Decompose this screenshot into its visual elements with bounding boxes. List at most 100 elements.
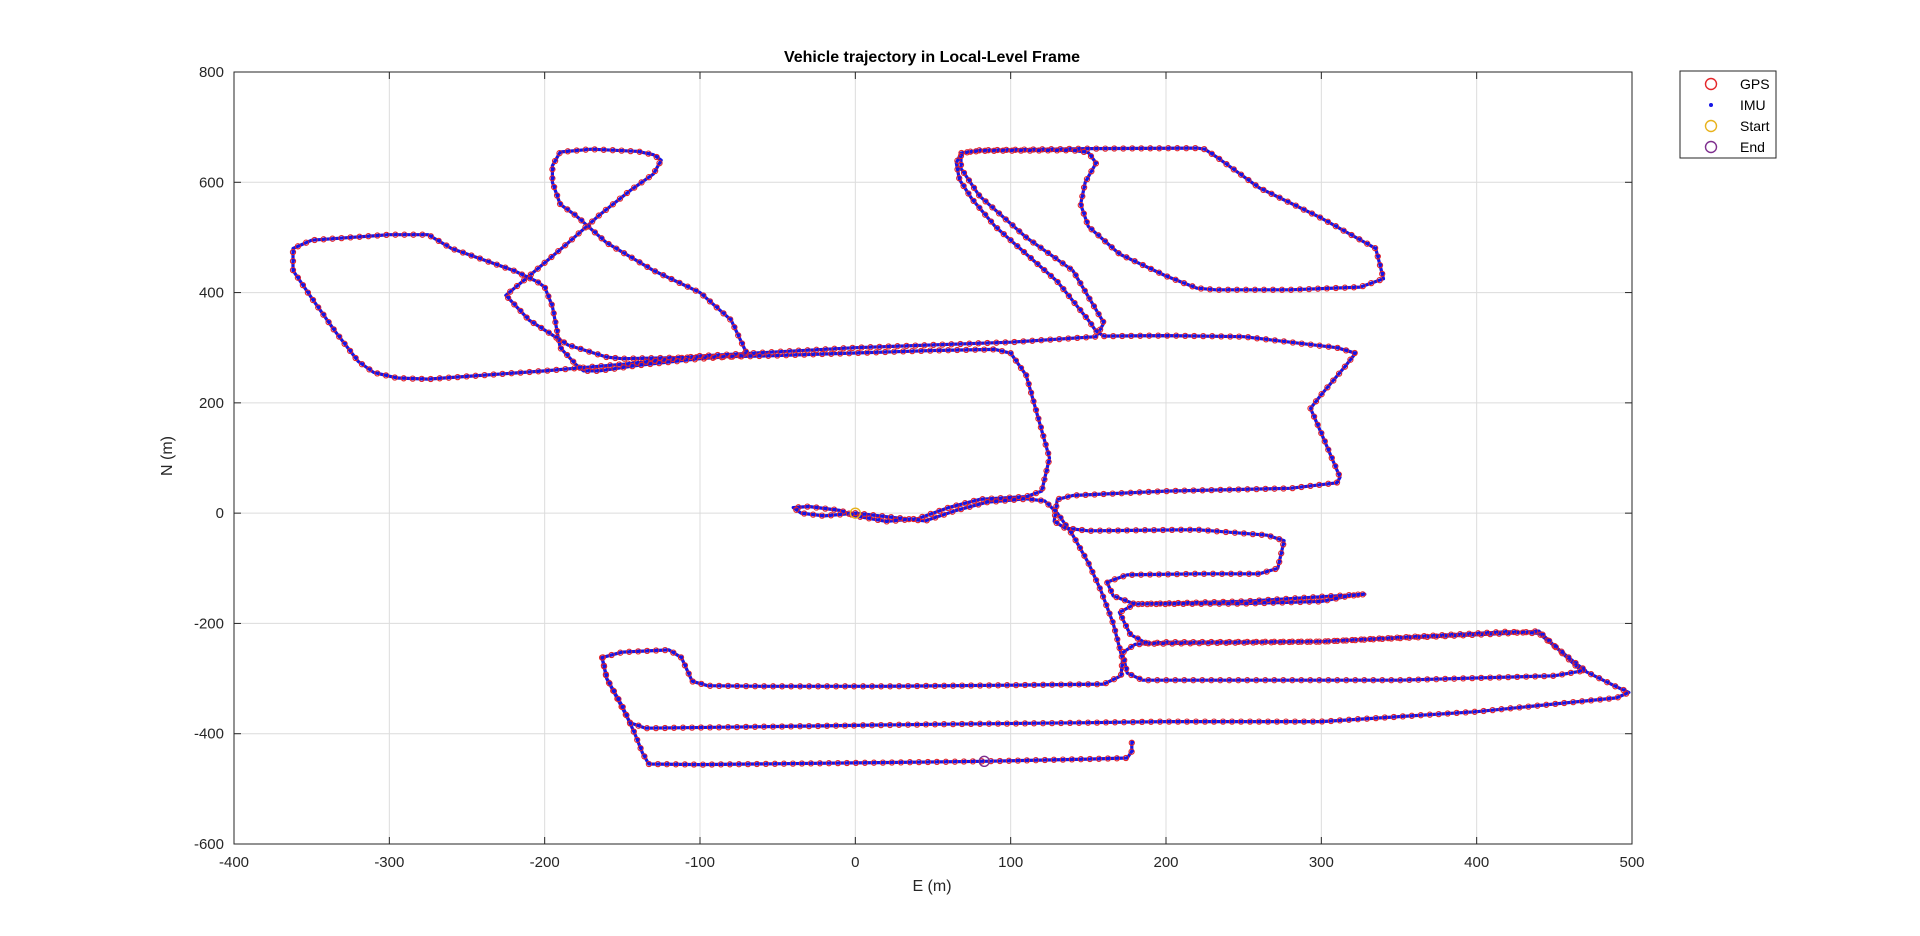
imu-point bbox=[762, 350, 765, 354]
gps-point bbox=[1009, 222, 1016, 229]
imu-point bbox=[711, 762, 715, 766]
gps-point bbox=[1325, 446, 1332, 453]
imu-point bbox=[821, 352, 825, 355]
gps-point bbox=[1085, 560, 1092, 567]
imu-point bbox=[1420, 713, 1424, 716]
imu-point bbox=[641, 180, 644, 184]
imu-point bbox=[1009, 495, 1012, 499]
imu-point bbox=[1525, 674, 1529, 678]
gps-point bbox=[1394, 634, 1401, 641]
gps-point bbox=[1205, 639, 1212, 647]
gps-point bbox=[882, 348, 889, 356]
imu-point bbox=[1474, 709, 1477, 713]
gps-point bbox=[289, 266, 297, 274]
imu-point bbox=[1018, 495, 1021, 498]
gps-point bbox=[868, 683, 876, 690]
imu-point bbox=[834, 346, 837, 350]
imu-point bbox=[1185, 572, 1189, 575]
imu-point bbox=[1289, 640, 1292, 643]
gps-point bbox=[932, 514, 939, 521]
imu-point bbox=[701, 682, 704, 685]
gps-point bbox=[765, 352, 772, 359]
gps-point bbox=[1155, 332, 1162, 339]
imu-point bbox=[871, 723, 875, 726]
imu-point bbox=[631, 255, 635, 259]
gps-point bbox=[1218, 333, 1225, 340]
gps-point bbox=[972, 148, 980, 155]
gps-point bbox=[1620, 686, 1627, 694]
gps-point bbox=[850, 722, 858, 729]
imu-point bbox=[1333, 378, 1336, 382]
gps-point bbox=[1519, 629, 1527, 636]
imu-point bbox=[1149, 572, 1153, 576]
gps-point bbox=[1040, 432, 1047, 440]
imu-point bbox=[1298, 640, 1301, 643]
gps-point bbox=[1284, 198, 1291, 205]
gps-point bbox=[1111, 576, 1118, 583]
gps-point bbox=[517, 369, 524, 376]
imu-point bbox=[1267, 719, 1271, 723]
imu-point bbox=[1321, 594, 1325, 598]
gps-point bbox=[954, 346, 961, 354]
gps-point bbox=[485, 258, 492, 265]
imu-point bbox=[1310, 484, 1313, 487]
imu-point bbox=[1279, 195, 1282, 199]
imu-point bbox=[385, 373, 389, 377]
imu-point bbox=[1265, 678, 1268, 681]
gps-point bbox=[1469, 674, 1476, 682]
gps-point bbox=[1137, 571, 1145, 578]
gps-point bbox=[1605, 695, 1613, 702]
gps-point bbox=[1062, 147, 1070, 154]
imu-point bbox=[1220, 334, 1224, 338]
imu-point bbox=[1360, 637, 1364, 641]
imu-point bbox=[556, 368, 559, 371]
gps-point bbox=[1451, 675, 1458, 682]
imu-point bbox=[1078, 682, 1082, 686]
imu-point bbox=[864, 760, 868, 764]
gps-point bbox=[813, 346, 820, 353]
imu-point bbox=[1068, 294, 1072, 297]
gps-point bbox=[1081, 287, 1088, 294]
imu-point bbox=[803, 352, 807, 356]
imu-point bbox=[307, 290, 311, 294]
gps-point bbox=[1050, 756, 1058, 763]
gps-point bbox=[1074, 334, 1081, 342]
gps-point bbox=[1032, 757, 1040, 764]
gps-point bbox=[1312, 398, 1320, 405]
imu-point bbox=[1366, 716, 1370, 720]
imu-point bbox=[656, 155, 659, 158]
y-tick-label: 0 bbox=[216, 505, 224, 522]
gps-point bbox=[1214, 639, 1221, 647]
gps-point bbox=[538, 324, 545, 332]
imu-point bbox=[526, 315, 529, 319]
gps-point bbox=[1030, 681, 1038, 689]
imu-point bbox=[1085, 493, 1088, 496]
imu-point bbox=[1256, 678, 1259, 681]
gps-point bbox=[1309, 718, 1317, 725]
imu-point bbox=[1258, 598, 1262, 602]
gps-point bbox=[747, 353, 754, 360]
gps-point bbox=[1147, 718, 1155, 725]
imu-point bbox=[1033, 721, 1037, 724]
gps-point bbox=[1223, 639, 1230, 646]
imu-point bbox=[648, 762, 652, 765]
gps-point bbox=[1313, 638, 1320, 645]
imu-point bbox=[1248, 178, 1251, 181]
imu-point bbox=[594, 230, 598, 234]
gps-point bbox=[1361, 677, 1368, 684]
gps-point bbox=[1259, 639, 1266, 646]
gps-point bbox=[975, 340, 982, 347]
gps-point bbox=[1501, 628, 1509, 635]
imu-point bbox=[1211, 151, 1215, 155]
imu-point bbox=[884, 350, 888, 353]
gps-point bbox=[825, 760, 833, 767]
imu-point bbox=[1216, 529, 1220, 532]
imu-point bbox=[973, 199, 976, 202]
gps-point bbox=[1397, 677, 1404, 684]
imu-point bbox=[1087, 146, 1090, 150]
gps-point bbox=[366, 366, 373, 373]
imu-point bbox=[1292, 340, 1296, 344]
gps-point bbox=[1101, 332, 1108, 340]
imu-point bbox=[1572, 700, 1576, 703]
imu-point bbox=[559, 202, 563, 205]
